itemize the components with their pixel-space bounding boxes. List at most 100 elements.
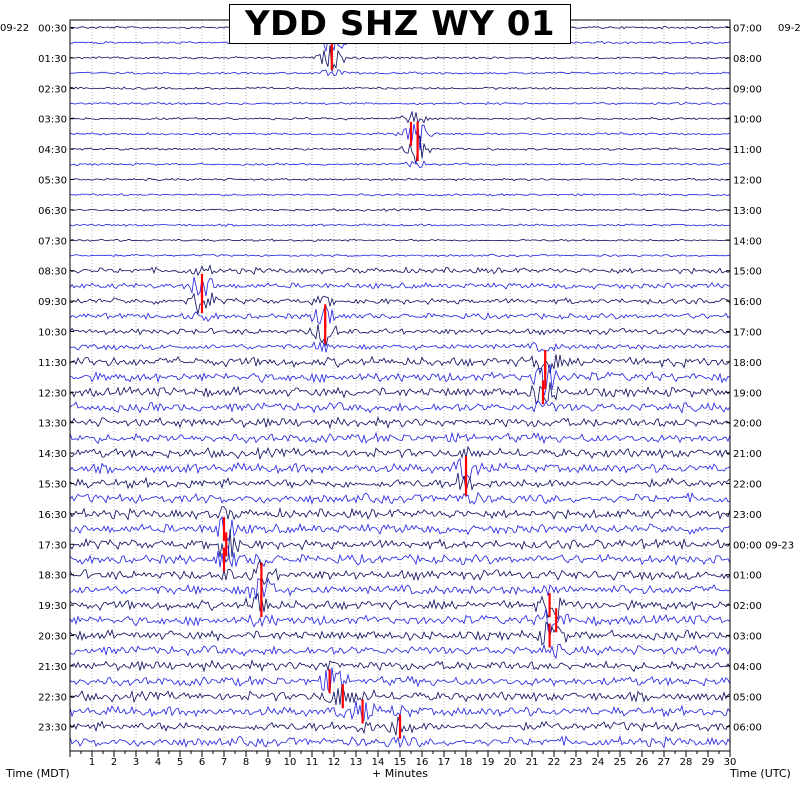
left-time-label: 05:30 [38, 176, 67, 187]
trace-row [69, 364, 731, 397]
trace-row [69, 69, 731, 77]
left-time-label: 08:30 [38, 267, 67, 278]
trace-row [69, 659, 731, 673]
left-time-label: 23:30 [38, 723, 67, 734]
left-time-label: 15:30 [38, 480, 67, 491]
x-tick-label: 13 [350, 757, 363, 768]
right-time-label: 03:00 [733, 632, 762, 643]
trace-row [69, 123, 731, 151]
x-axis-ticks: 1 2 3 4 5 6 7 8 9 10 11 12 13 14 15 16 17 18 19 20 21 22 23 24 2… [69, 751, 737, 768]
x-tick-label: 2 [111, 757, 117, 768]
right-time-label: 23:00 [733, 510, 762, 521]
trace-row [69, 577, 731, 600]
trace-row [69, 160, 731, 169]
left-time-label: 16:30 [38, 510, 67, 521]
right-time-label: 20:00 [733, 419, 762, 430]
trace-row [69, 45, 731, 72]
left-time-label: 04:30 [38, 145, 67, 156]
trace-row [69, 545, 731, 570]
x-tick-label: 14 [372, 757, 385, 768]
right-time-label: 17:00 [733, 328, 762, 339]
trace-row [69, 506, 731, 521]
x-tick-label: 7 [221, 757, 227, 768]
trace-row [69, 515, 731, 542]
x-tick-label: 15 [394, 757, 407, 768]
right-time-label: 18:00 [733, 358, 762, 369]
trace-row [69, 457, 731, 480]
trace-row [69, 86, 731, 90]
right-date-label-top: 09-2 [778, 23, 800, 34]
x-tick-label: 4 [155, 757, 161, 768]
trace-row [69, 684, 731, 706]
trace-row [69, 608, 731, 638]
left-time-label: 11:30 [38, 358, 67, 369]
right-time-label: 13:00 [733, 206, 762, 217]
x-tick-label: 28 [680, 757, 693, 768]
seismic-traces [69, 23, 731, 749]
trace-row [69, 253, 730, 258]
left-time-label: 03:30 [38, 115, 67, 126]
x-tick-label: 1 [89, 757, 95, 768]
left-time-label: 18:30 [38, 571, 67, 582]
left-time-label: 14:30 [38, 449, 67, 460]
trace-row [69, 324, 731, 347]
trace-row [69, 223, 731, 227]
x-tick-label: 24 [592, 757, 605, 768]
chart-title: YDD SHZ WY 01 [244, 4, 556, 44]
right-time-label: 22:00 [733, 480, 762, 491]
left-axis-title: Time (MDT) [5, 767, 70, 780]
trace-row [69, 101, 730, 106]
trace-row [69, 445, 731, 461]
right-time-label: 05:00 [733, 692, 762, 703]
trace-row [69, 305, 731, 325]
left-time-label: 07:30 [38, 236, 67, 247]
trace-row [69, 529, 731, 563]
right-axis-title: Time (UTC) [729, 767, 791, 780]
trace-row [69, 491, 731, 505]
left-time-label: 00:30 [38, 24, 67, 35]
left-time-label: 21:30 [38, 662, 67, 673]
x-tick-label: 18 [460, 757, 473, 768]
right-time-label: 11:00 [733, 145, 762, 156]
right-time-label: 12:00 [733, 176, 762, 187]
right-time-label: 01:00 [733, 571, 762, 582]
right-time-label: 21:00 [733, 449, 762, 460]
trace-row [69, 177, 731, 182]
left-time-label: 01:30 [38, 54, 67, 65]
trace-row [69, 734, 731, 749]
x-tick-label: 29 [702, 757, 715, 768]
trace-row [69, 277, 730, 297]
x-tick-label: 16 [416, 757, 429, 768]
trace-row [69, 292, 731, 314]
left-time-label: 19:30 [38, 601, 67, 612]
left-time-label: 06:30 [38, 206, 67, 217]
trace-row [69, 382, 731, 405]
x-tick-label: 3 [133, 757, 139, 768]
x-tick-label: 25 [614, 757, 627, 768]
right-time-label: 02:00 [733, 601, 762, 612]
trace-row [69, 264, 731, 277]
left-time-label: 02:30 [38, 84, 67, 95]
trace-row [69, 135, 731, 165]
x-tick-label: 30 [724, 757, 737, 768]
x-tick-label: 10 [284, 757, 297, 768]
x-tick-label: 9 [265, 757, 271, 768]
trace-row [69, 208, 731, 212]
x-tick-label: 27 [658, 757, 671, 768]
right-time-label: 14:00 [733, 236, 762, 247]
trace-row [69, 354, 731, 375]
left-time-labels: 00:30 01:30 02:30 03:30 04:30 05:30 06:30 07:30… [38, 24, 74, 734]
right-time-labels: 07:00 08:00 09:00 10:00 11:00 12:00 13:00 14:00… [726, 24, 794, 734]
trace-row [69, 110, 731, 125]
right-time-label: 07:00 [733, 24, 762, 35]
trace-row [69, 238, 731, 242]
left-time-label: 20:30 [38, 632, 67, 643]
x-axis-label: + Minutes [372, 767, 428, 780]
x-tick-label: 17 [438, 757, 451, 768]
right-time-label: 16:00 [733, 297, 762, 308]
right-time-label: 00:00 09-23 [733, 540, 794, 551]
right-time-label: 09:00 [733, 84, 762, 95]
x-tick-label: 6 [199, 757, 205, 768]
right-time-label: 04:00 [733, 662, 762, 673]
